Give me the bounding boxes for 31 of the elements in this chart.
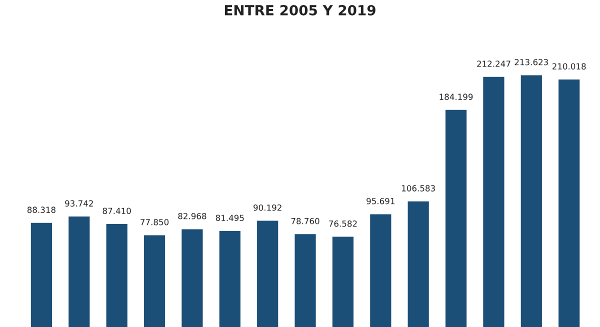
bar bbox=[294, 234, 316, 327]
data-label: 87.410 bbox=[102, 208, 131, 214]
data-label: 93.742 bbox=[65, 200, 93, 207]
data-label: 81.495 bbox=[216, 214, 244, 222]
data-label: 82.968 bbox=[178, 212, 206, 220]
bar bbox=[219, 230, 240, 327]
bar bbox=[257, 220, 278, 327]
data-label: 95.691 bbox=[366, 198, 394, 204]
bar bbox=[445, 110, 467, 327]
chart-title: ENTRE 2005 Y 2019 bbox=[224, 4, 376, 16]
bar bbox=[558, 79, 580, 327]
bar bbox=[106, 224, 128, 327]
data-label: 213.623 bbox=[514, 58, 548, 66]
data-label: 106.583 bbox=[402, 185, 435, 192]
bar bbox=[332, 236, 354, 327]
data-label: 88.318 bbox=[27, 206, 56, 213]
bar bbox=[182, 229, 203, 327]
data-label: 184.199 bbox=[440, 94, 473, 100]
data-label: 77.850 bbox=[140, 219, 169, 226]
data-label: 212.247 bbox=[477, 60, 510, 67]
bar bbox=[144, 235, 166, 327]
data-label: 76.582 bbox=[329, 220, 357, 227]
data-label: 210.018 bbox=[552, 63, 586, 70]
bar bbox=[370, 214, 392, 327]
bar bbox=[30, 222, 52, 327]
data-label: 90.192 bbox=[254, 204, 282, 211]
data-label: 78.760 bbox=[291, 218, 320, 224]
bar bbox=[520, 75, 542, 327]
bar bbox=[483, 76, 504, 327]
bar bbox=[68, 216, 90, 327]
bar bbox=[408, 201, 429, 327]
